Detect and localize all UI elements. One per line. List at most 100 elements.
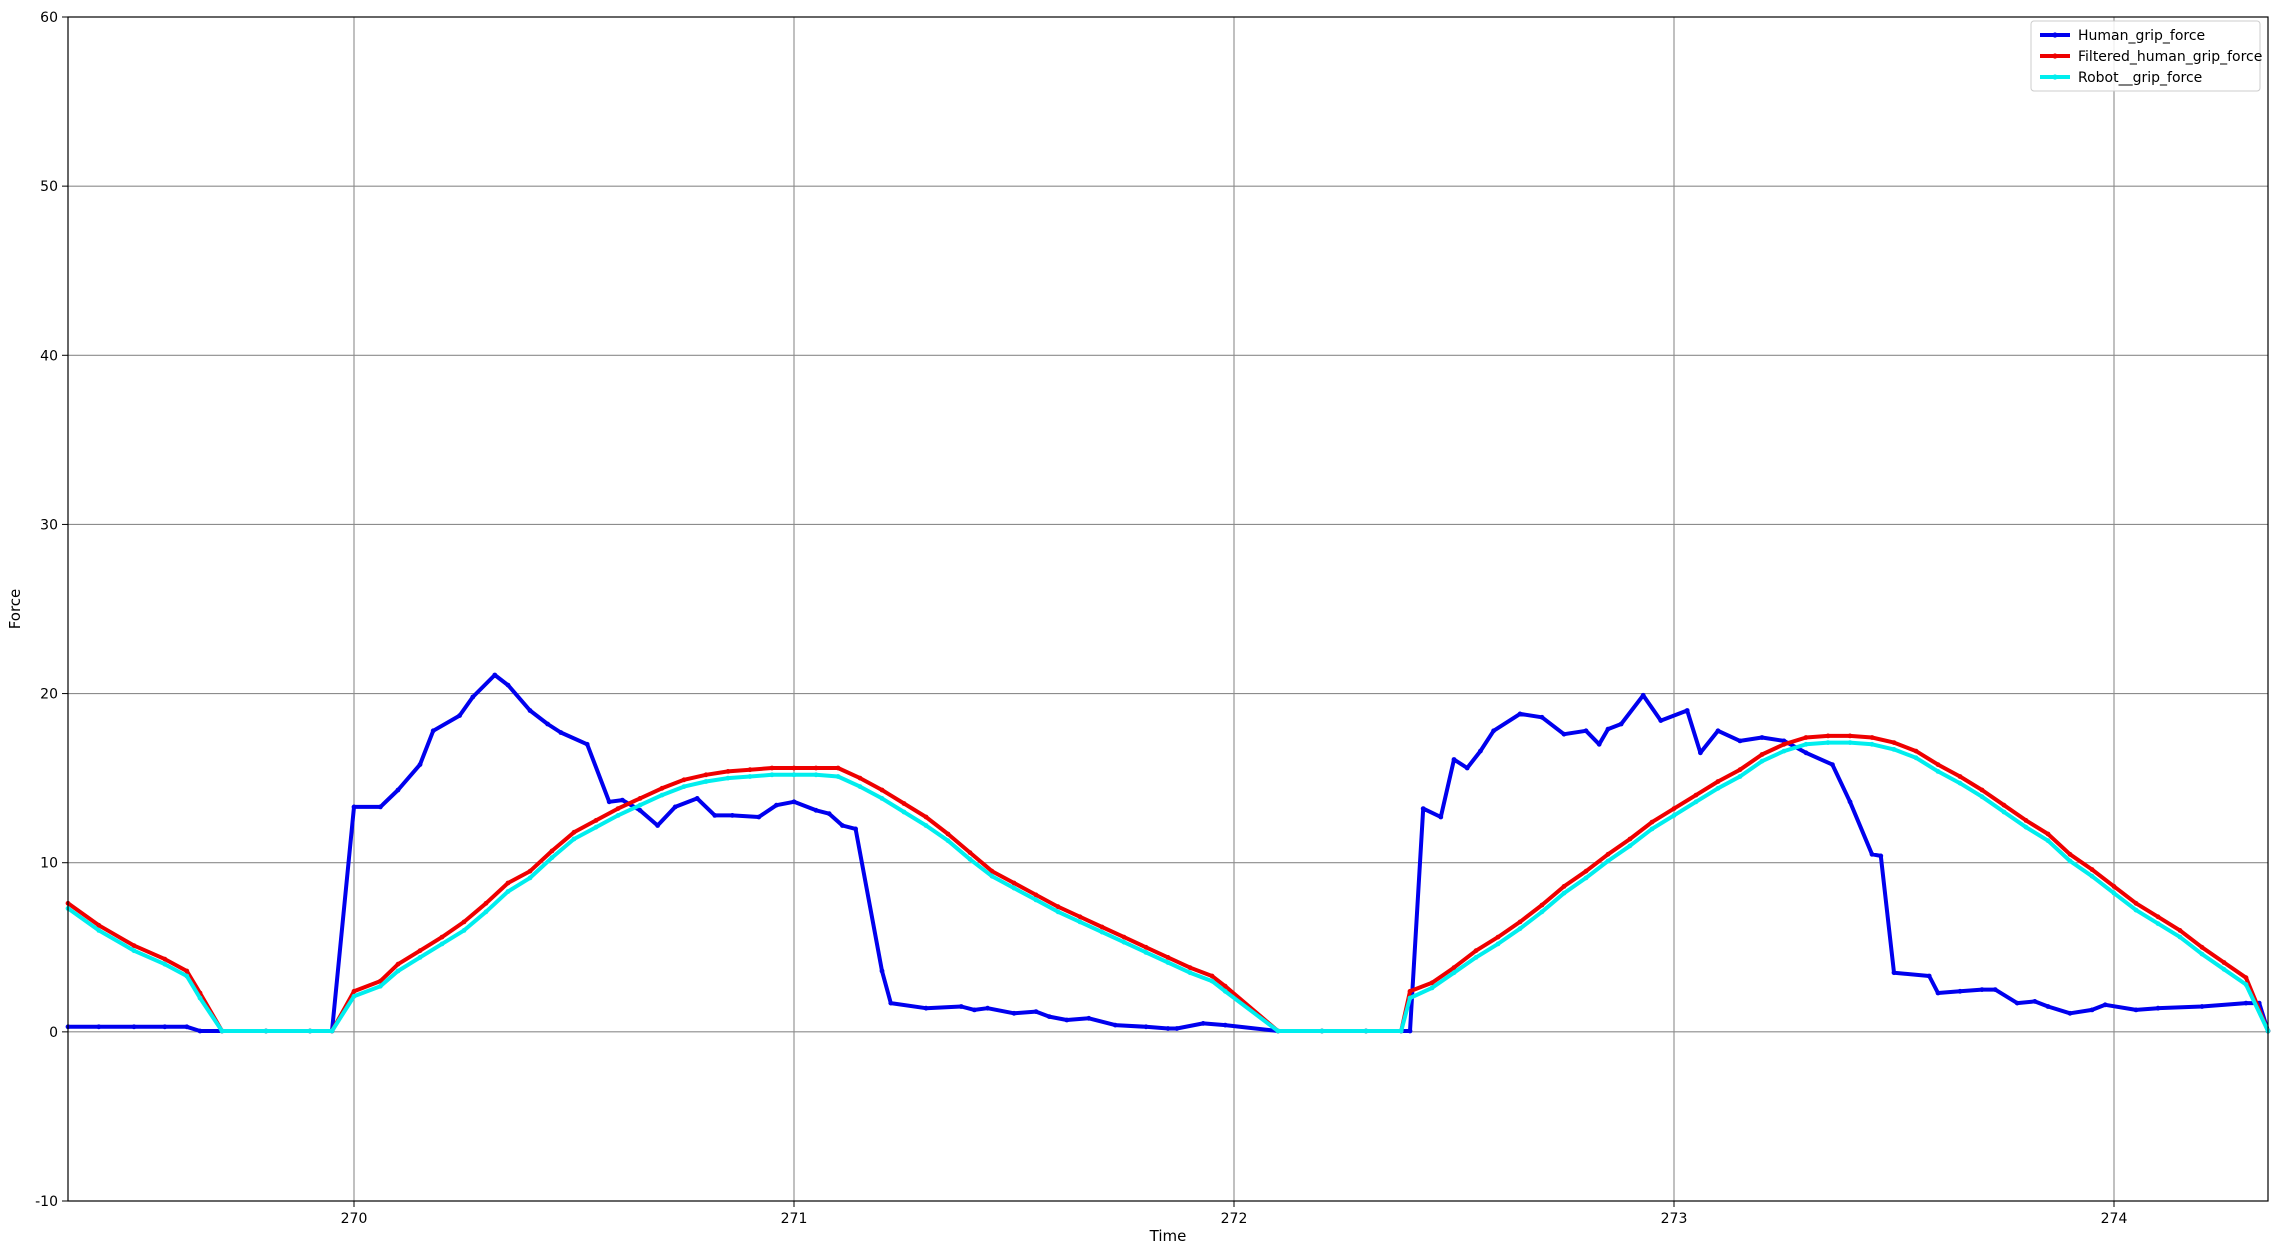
data-point <box>1627 843 1633 849</box>
data-point <box>1165 960 1171 965</box>
data-point <box>2133 900 2139 906</box>
data-point <box>655 823 660 828</box>
data-point <box>131 948 137 954</box>
data-point <box>378 983 383 989</box>
data-point <box>615 813 621 818</box>
data-point <box>1165 955 1171 960</box>
data-point <box>879 968 885 974</box>
data-point <box>1992 987 1998 992</box>
data-point <box>1121 934 1127 940</box>
data-point <box>505 682 511 688</box>
data-point <box>1627 836 1633 842</box>
data-point <box>1491 728 1496 734</box>
data-point <box>1583 868 1589 874</box>
data-point <box>1495 941 1501 947</box>
data-point <box>505 880 511 886</box>
data-point <box>730 813 735 818</box>
data-point <box>1561 890 1567 896</box>
data-point <box>1979 987 1985 992</box>
data-point <box>378 978 383 984</box>
data-point <box>2243 1000 2249 1006</box>
data-point <box>395 787 401 793</box>
data-point <box>2014 1000 2020 1006</box>
data-point <box>1825 733 1831 739</box>
data-point <box>958 1004 964 1009</box>
y-tick-label: 20 <box>40 687 58 703</box>
legend-label: Human_grip_force <box>2078 28 2205 44</box>
data-point <box>1055 904 1061 910</box>
data-point <box>2023 818 2029 823</box>
series-0 <box>65 672 2271 1034</box>
series-layer <box>65 672 2271 1034</box>
data-point <box>813 772 819 778</box>
data-point <box>1658 718 1664 723</box>
data-point <box>545 721 550 727</box>
data-point <box>492 672 498 678</box>
data-point <box>1420 806 1426 811</box>
data-point <box>1539 902 1545 908</box>
data-point <box>2045 831 2051 837</box>
data-point <box>1803 741 1809 747</box>
data-point <box>351 804 357 810</box>
data-point <box>1473 955 1479 960</box>
data-point <box>769 772 775 778</box>
data-point <box>1033 1009 1039 1014</box>
data-point <box>1715 785 1721 791</box>
data-point <box>1438 814 1444 820</box>
data-point <box>2001 802 2007 808</box>
data-point <box>901 801 907 806</box>
data-point <box>1913 755 1919 761</box>
data-point <box>1979 794 1985 800</box>
data-point <box>1869 851 1875 857</box>
data-point <box>1187 970 1193 976</box>
data-point <box>457 713 462 718</box>
data-point <box>1539 714 1545 720</box>
data-point <box>162 961 168 967</box>
data-point <box>2089 873 2095 879</box>
data-point <box>1671 813 1677 818</box>
data-point <box>857 775 863 781</box>
data-point <box>615 806 621 811</box>
data-point <box>606 799 612 805</box>
data-point <box>1495 934 1501 940</box>
data-point <box>725 775 731 781</box>
data-point <box>2089 1007 2095 1013</box>
data-point <box>1407 988 1413 994</box>
data-point <box>2199 951 2205 957</box>
data-point <box>1222 988 1228 994</box>
data-point <box>1715 779 1721 784</box>
data-point <box>131 943 137 948</box>
data-point <box>2155 921 2161 926</box>
data-point <box>681 784 687 789</box>
data-point <box>1605 858 1611 864</box>
x-axis-label: Time <box>1149 1227 1187 1245</box>
tick-layer: 270 271 272 273 274 -10 0 10 20 30 40 50 60 <box>35 10 2127 1227</box>
data-point <box>1737 738 1743 744</box>
data-point <box>945 838 951 844</box>
legend-marker <box>2052 74 2058 80</box>
data-point <box>1759 758 1765 764</box>
data-point <box>985 1005 990 1011</box>
data-point <box>1913 748 1919 754</box>
data-point <box>1086 1015 1092 1021</box>
data-point <box>1222 1022 1228 1028</box>
data-point <box>184 1024 190 1030</box>
data-point <box>197 995 203 1001</box>
data-point <box>1143 944 1149 950</box>
data-point <box>2133 907 2139 913</box>
legend-marker <box>2052 32 2058 38</box>
data-point <box>197 1028 203 1034</box>
data-point <box>791 765 797 771</box>
data-point <box>835 765 841 771</box>
data-point <box>1878 853 1884 859</box>
data-point <box>1165 1026 1171 1031</box>
data-point <box>1464 765 1470 771</box>
x-tick-label: 270 <box>341 1211 368 1227</box>
data-point <box>2067 1010 2073 1016</box>
x-tick-label: 272 <box>1221 1211 1248 1227</box>
data-point <box>2133 1007 2139 1013</box>
data-point <box>470 694 476 700</box>
data-point <box>1319 1028 1325 1034</box>
data-point <box>263 1028 269 1034</box>
